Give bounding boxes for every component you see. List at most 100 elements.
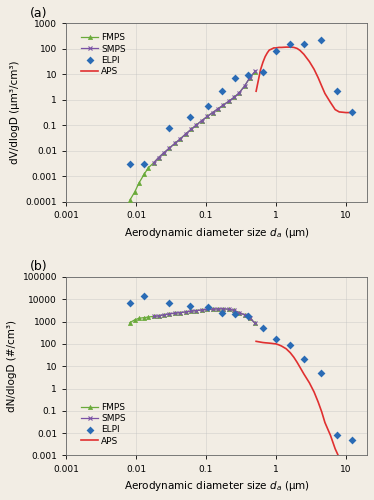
X-axis label: Aerodynamic diameter size $d_a$ (μm): Aerodynamic diameter size $d_a$ (μm) <box>123 226 310 239</box>
FMPS <box>237 90 242 96</box>
APS <box>341 462 345 468</box>
APS <box>298 364 302 370</box>
APS <box>279 343 284 349</box>
FMPS <box>142 172 146 177</box>
FMPS <box>242 312 247 318</box>
APS <box>341 109 345 115</box>
ELPI <box>187 302 193 310</box>
ELPI <box>141 292 147 300</box>
FMPS <box>221 102 226 108</box>
FMPS <box>132 317 137 323</box>
ELPI <box>334 86 340 94</box>
Legend: FMPS, SMPS, ELPI, APS: FMPS, SMPS, ELPI, APS <box>80 401 128 448</box>
SMPS <box>183 309 188 315</box>
SMPS <box>156 313 161 319</box>
ELPI <box>166 124 172 132</box>
ELPI <box>334 430 340 438</box>
APS <box>323 420 327 426</box>
SMPS <box>205 306 209 312</box>
FMPS <box>205 306 209 312</box>
APS <box>277 44 281 51</box>
ELPI <box>273 48 279 56</box>
ELPI <box>287 40 293 48</box>
ELPI <box>205 303 211 311</box>
ELPI <box>287 341 293 349</box>
SMPS <box>216 106 220 112</box>
ELPI <box>205 102 211 110</box>
SMPS <box>167 311 172 317</box>
APS <box>301 51 306 57</box>
Line: FMPS: FMPS <box>128 70 257 202</box>
APS <box>323 90 327 96</box>
APS <box>307 380 312 386</box>
FMPS <box>183 131 188 137</box>
APS <box>316 399 321 405</box>
FMPS <box>221 306 226 312</box>
APS <box>267 340 272 346</box>
Line: SMPS: SMPS <box>152 307 257 325</box>
APS <box>337 109 341 115</box>
FMPS <box>156 313 161 319</box>
APS <box>263 340 267 346</box>
ELPI <box>260 324 266 332</box>
APS <box>272 45 276 51</box>
APS <box>270 340 274 346</box>
FMPS <box>226 98 231 104</box>
SMPS <box>162 150 166 156</box>
APS <box>288 44 292 50</box>
SMPS <box>232 94 236 100</box>
SMPS <box>248 74 252 80</box>
FMPS <box>200 118 204 124</box>
SMPS <box>237 310 242 316</box>
FMPS <box>151 160 156 166</box>
FMPS <box>128 320 132 326</box>
SMPS <box>162 312 166 318</box>
APS <box>254 88 258 94</box>
FMPS <box>248 74 252 80</box>
APS <box>284 346 288 352</box>
ELPI <box>318 369 324 377</box>
APS <box>344 110 348 116</box>
APS <box>328 432 333 438</box>
APS <box>319 409 324 415</box>
Y-axis label: dV/dlogD (μm³/cm³): dV/dlogD (μm³/cm³) <box>10 61 20 164</box>
APS <box>316 74 321 80</box>
Line: SMPS: SMPS <box>152 69 257 164</box>
FMPS <box>128 197 132 203</box>
APS <box>344 468 348 474</box>
FMPS <box>248 316 252 322</box>
APS <box>263 54 267 60</box>
ELPI <box>219 86 225 94</box>
SMPS <box>200 307 204 313</box>
Text: (b): (b) <box>30 260 47 274</box>
FMPS <box>137 180 141 186</box>
SMPS <box>194 308 199 314</box>
Legend: FMPS, SMPS, ELPI, APS: FMPS, SMPS, ELPI, APS <box>80 32 128 78</box>
FMPS <box>210 306 215 312</box>
Line: APS: APS <box>256 47 349 112</box>
APS <box>265 50 270 56</box>
APS <box>347 475 351 481</box>
APS <box>312 66 316 72</box>
SMPS <box>178 310 183 316</box>
FMPS <box>178 136 183 142</box>
ELPI <box>301 40 307 48</box>
Line: APS: APS <box>256 342 349 478</box>
FMPS <box>189 126 193 132</box>
APS <box>328 100 333 105</box>
SMPS <box>167 145 172 151</box>
APS <box>258 67 263 73</box>
APS <box>347 110 351 116</box>
SMPS <box>173 140 177 146</box>
FMPS <box>194 122 199 128</box>
ELPI <box>187 112 193 120</box>
APS <box>270 46 274 52</box>
Text: (a): (a) <box>30 7 47 20</box>
SMPS <box>221 102 226 108</box>
SMPS <box>189 308 193 314</box>
SMPS <box>232 308 236 314</box>
FMPS <box>162 150 166 156</box>
SMPS <box>242 83 247 89</box>
APS <box>312 389 316 395</box>
FMPS <box>146 165 151 171</box>
